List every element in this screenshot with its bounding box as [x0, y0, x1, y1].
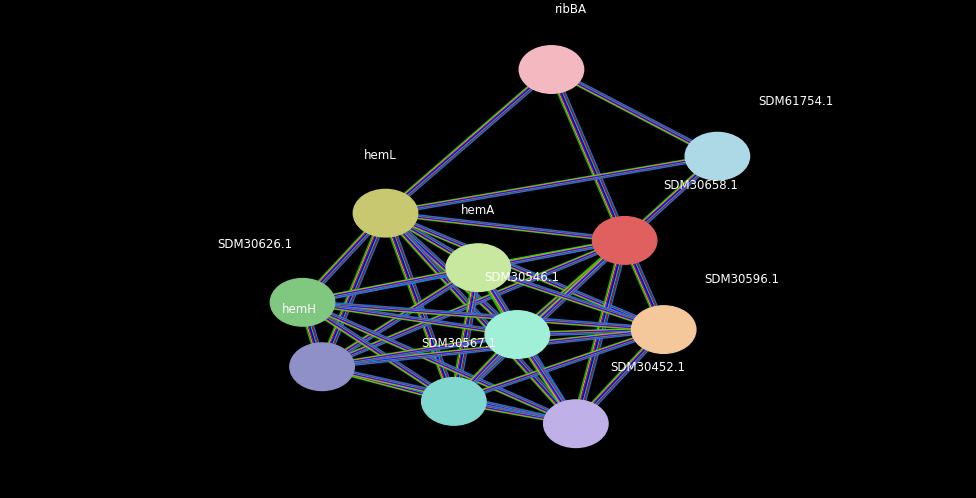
Text: SDM30626.1: SDM30626.1	[218, 239, 293, 251]
Ellipse shape	[485, 311, 549, 358]
Text: SDM30596.1: SDM30596.1	[705, 273, 780, 286]
Ellipse shape	[353, 189, 418, 237]
Ellipse shape	[544, 400, 608, 448]
Ellipse shape	[685, 132, 750, 180]
Ellipse shape	[290, 343, 354, 390]
Ellipse shape	[519, 46, 584, 93]
Text: hemA: hemA	[461, 204, 496, 217]
Ellipse shape	[631, 306, 696, 354]
Text: SDM61754.1: SDM61754.1	[758, 95, 834, 108]
Ellipse shape	[592, 217, 657, 264]
Text: SDM30452.1: SDM30452.1	[610, 361, 685, 374]
Text: SDM30567.1: SDM30567.1	[422, 337, 496, 351]
Text: hemH: hemH	[282, 303, 317, 316]
Ellipse shape	[270, 278, 335, 326]
Ellipse shape	[422, 377, 486, 425]
Ellipse shape	[446, 244, 510, 291]
Text: ribBA: ribBA	[555, 3, 587, 16]
Text: SDM30658.1: SDM30658.1	[664, 179, 739, 192]
Text: SDM30546.1: SDM30546.1	[485, 270, 559, 283]
Text: hemL: hemL	[364, 149, 397, 162]
